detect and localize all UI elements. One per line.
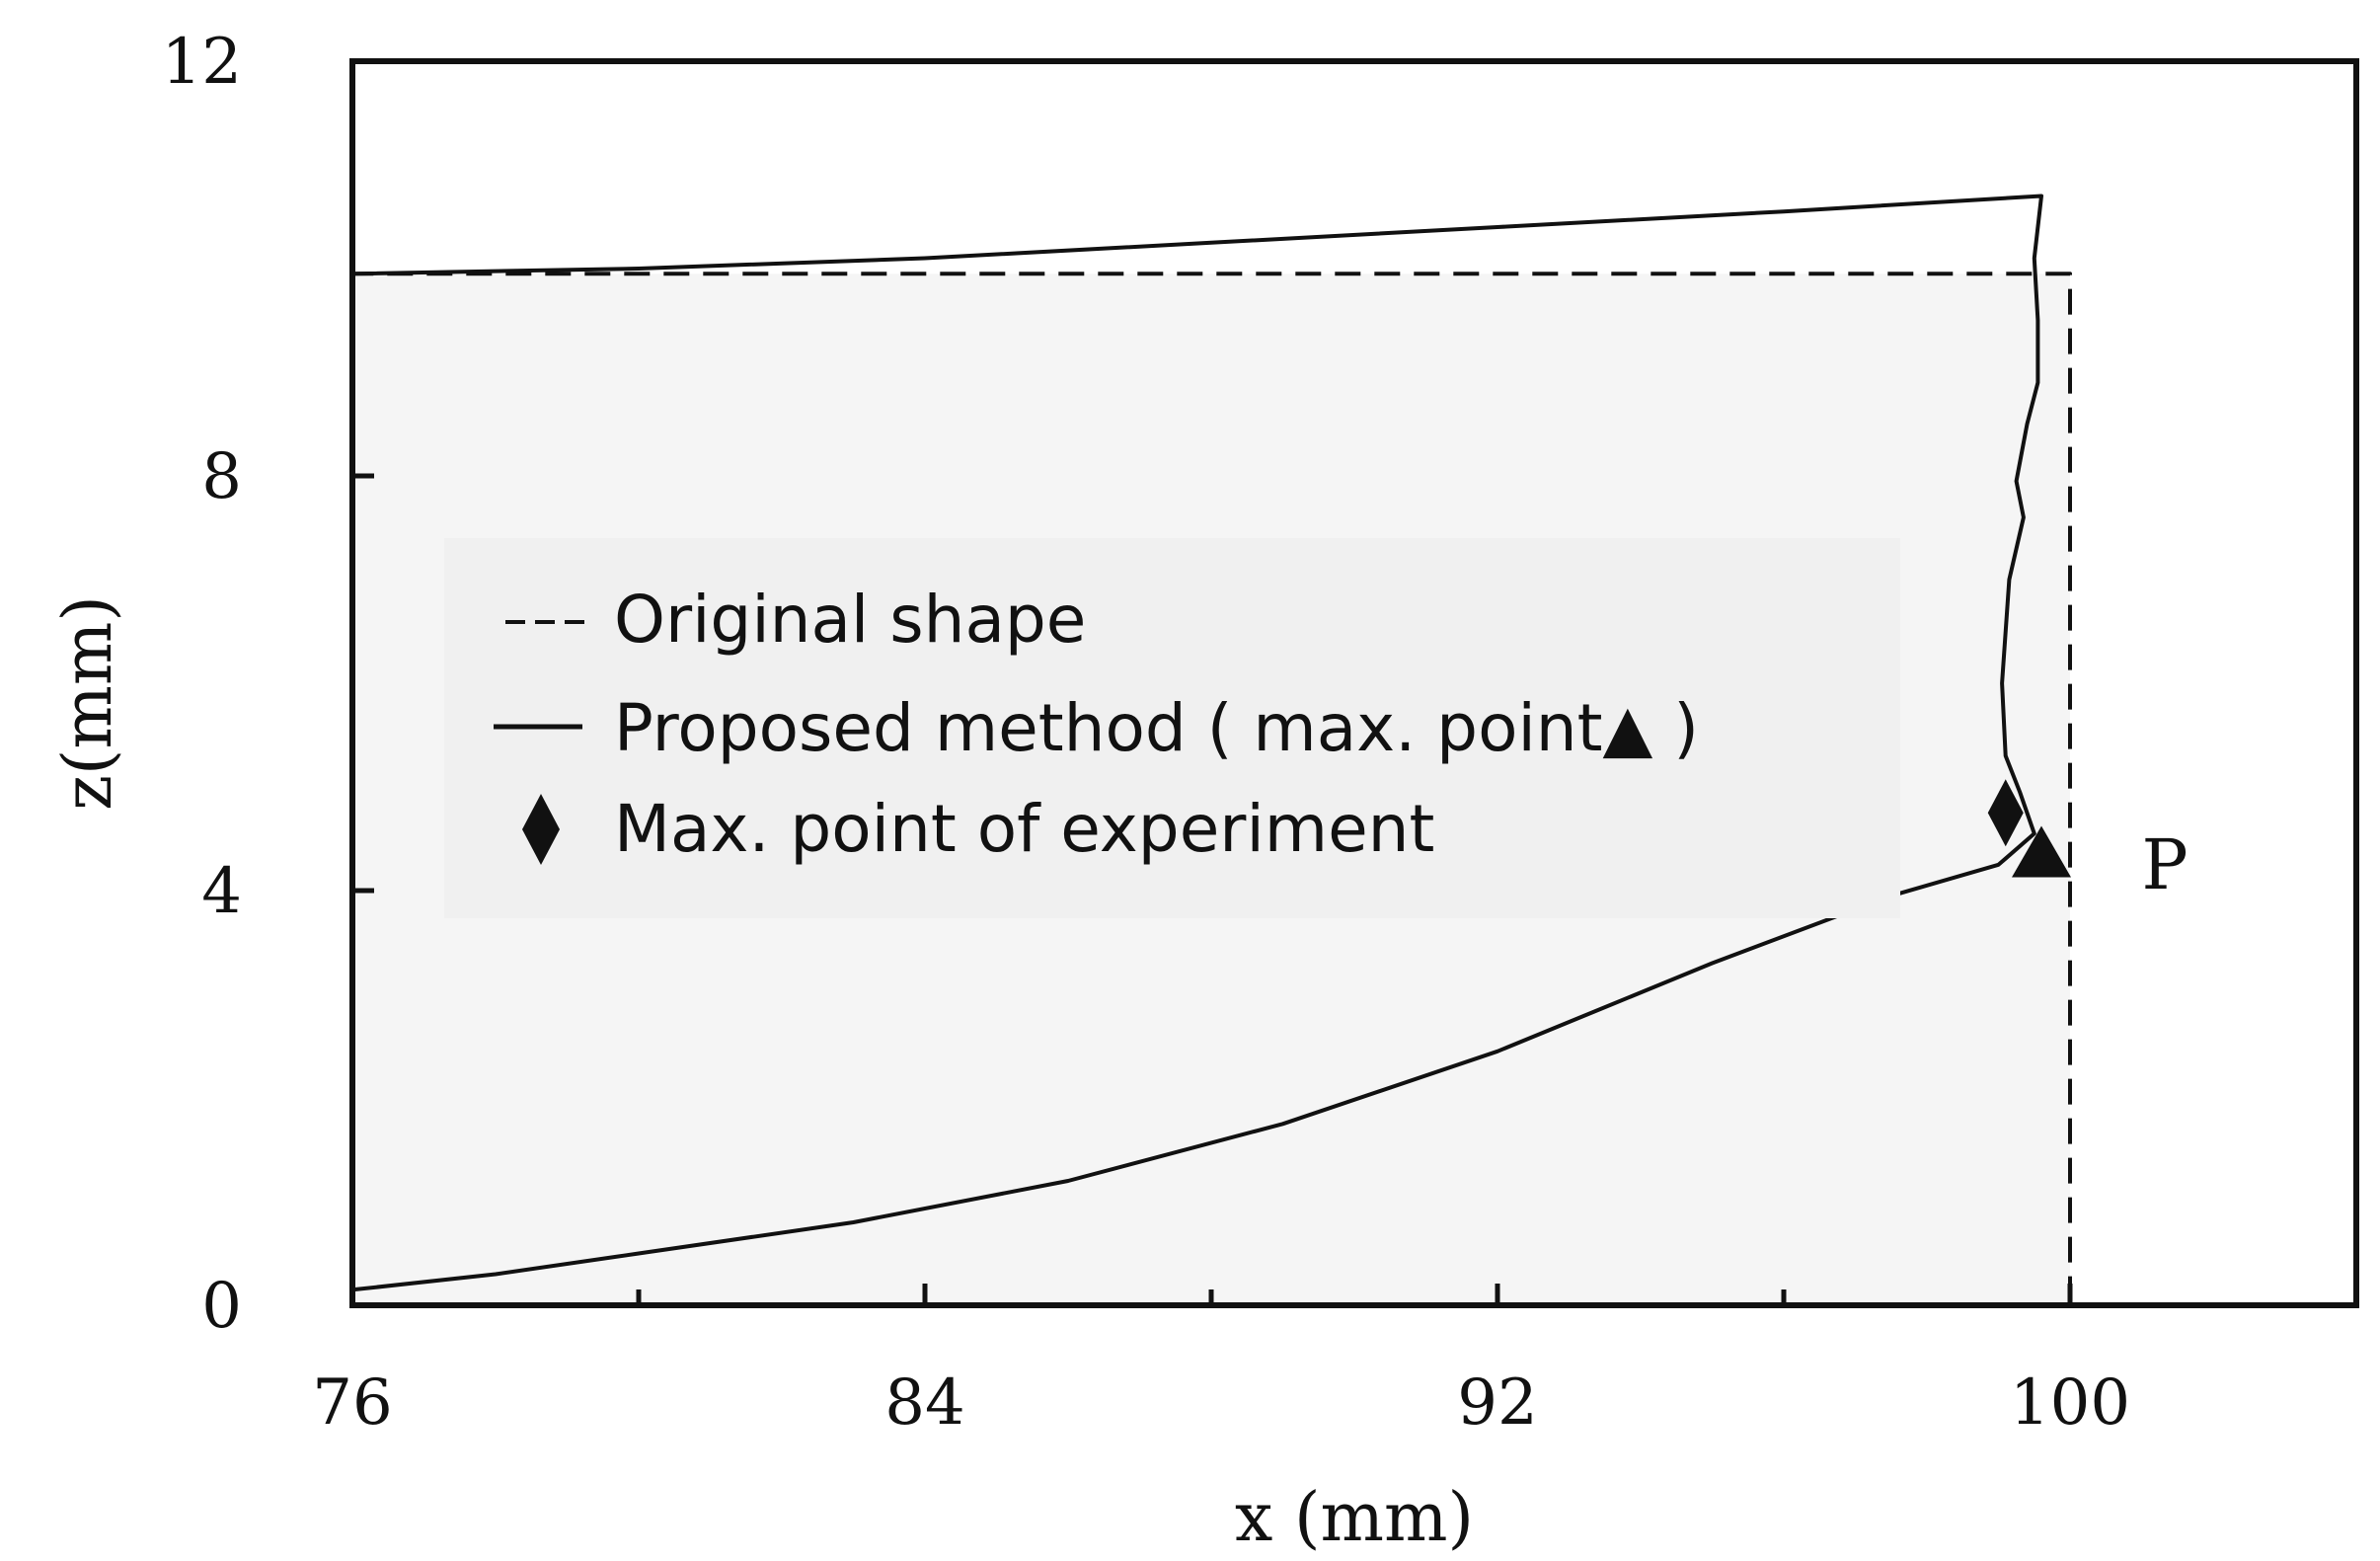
series-line-proposed-method bbox=[351, 194, 2043, 1292]
legend-symbol-diamond bbox=[522, 794, 560, 865]
experiment-max-point-marker bbox=[1987, 779, 2024, 847]
y-tick-label: 8 bbox=[201, 440, 242, 513]
legend-label: Original shape bbox=[614, 582, 1086, 658]
y-tick-label: 4 bbox=[201, 855, 242, 928]
plot-frame bbox=[349, 58, 2359, 1308]
y-tick-label: 12 bbox=[162, 26, 242, 99]
legend-label: Proposed method ( max. point▲ ) bbox=[614, 690, 1699, 766]
proposed-max-point-marker bbox=[2012, 825, 2071, 878]
x-tick-label: 84 bbox=[884, 1366, 964, 1440]
x-tick-label: 76 bbox=[312, 1366, 392, 1440]
legend: Original shape Proposed method ( max. poi… bbox=[444, 538, 1900, 918]
x-tick-label: 92 bbox=[1457, 1366, 1537, 1440]
axes: 76 84 92 100 0 4 8 12 bbox=[162, 26, 2359, 1440]
y-tick-label: 0 bbox=[201, 1270, 242, 1343]
annotation-label: P bbox=[2142, 824, 2188, 905]
legend-box bbox=[444, 538, 1900, 918]
y-axis-title: z(mm) bbox=[49, 595, 127, 811]
x-tick-label: 100 bbox=[2010, 1366, 2130, 1440]
legend-label: Max. point of experiment bbox=[614, 791, 1434, 867]
x-axis-title: x (mm) bbox=[1235, 1479, 1474, 1557]
